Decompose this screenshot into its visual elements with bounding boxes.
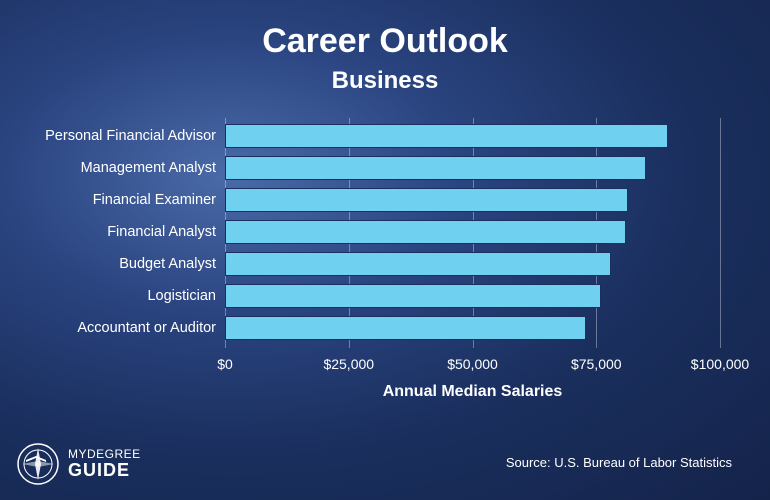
bar [225, 284, 601, 308]
bar [225, 156, 646, 180]
bar-chart: Personal Financial AdvisorManagement Ana… [50, 118, 720, 398]
source-citation: Source: U.S. Bureau of Labor Statistics [506, 455, 732, 470]
chart-title: Career Outlook [0, 0, 770, 61]
y-axis-label: Management Analyst [81, 156, 216, 180]
x-axis-label: Annual Median Salaries [225, 383, 720, 401]
y-axis-label: Logistician [147, 284, 216, 308]
compass-icon [16, 442, 60, 486]
x-tick-label: $50,000 [447, 356, 498, 372]
brand-logo: MYDEGREE GUIDE [16, 442, 141, 486]
plot-area: Personal Financial AdvisorManagement Ana… [225, 118, 720, 348]
bar [225, 124, 668, 148]
bar [225, 316, 586, 340]
x-tick-label: $100,000 [691, 356, 749, 372]
x-tick-label: $25,000 [323, 356, 374, 372]
bar [225, 252, 611, 276]
y-axis-label: Financial Examiner [93, 188, 216, 212]
y-axis-label: Accountant or Auditor [77, 316, 216, 340]
bar [225, 220, 626, 244]
x-tick-label: $0 [217, 356, 233, 372]
chart-subtitle: Business [0, 67, 770, 95]
infographic: Career Outlook Business Personal Financi… [0, 0, 770, 500]
x-tick-label: $75,000 [571, 356, 622, 372]
brand-line1: MYDEGREE [68, 448, 141, 461]
brand-text: MYDEGREE GUIDE [68, 448, 141, 479]
bar [225, 188, 628, 212]
y-axis-label: Financial Analyst [107, 220, 216, 244]
brand-line2: GUIDE [68, 461, 141, 480]
gridline [720, 118, 721, 348]
y-axis-label: Personal Financial Advisor [45, 124, 216, 148]
y-axis-label: Budget Analyst [119, 252, 216, 276]
